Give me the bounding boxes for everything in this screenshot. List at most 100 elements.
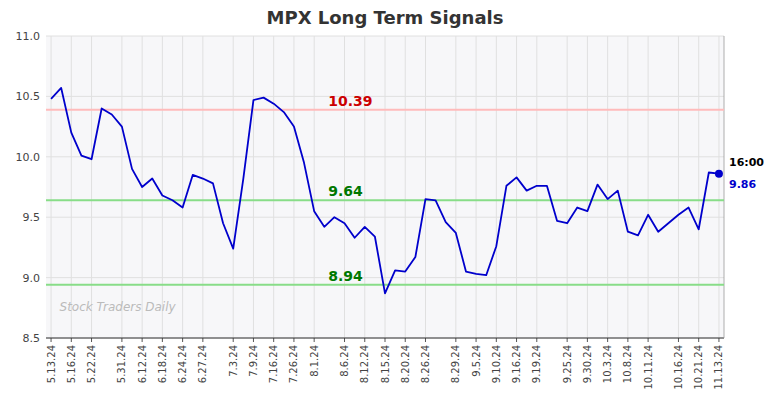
x-tick-label: 7.9.24 (248, 345, 259, 377)
x-grid-line (648, 36, 649, 338)
x-tick-label: 10.21.24 (693, 345, 704, 390)
x-tick-label: 9.30.24 (582, 345, 593, 383)
x-tick-label: 6.12.24 (137, 345, 148, 383)
price-line (51, 88, 719, 293)
x-tick (405, 338, 406, 342)
x-tick-label: 11.13.24 (713, 345, 724, 390)
y-tick-label: 9.0 (23, 272, 41, 285)
x-tick (233, 338, 234, 342)
x-grid-line (476, 36, 477, 338)
x-grid-line (405, 36, 406, 338)
x-grid-line (455, 36, 456, 338)
x-tick (678, 338, 679, 342)
x-grid-line (536, 36, 537, 338)
x-tick (162, 338, 163, 342)
x-grid-line (364, 36, 365, 338)
level-label: 8.94 (328, 268, 363, 284)
x-tick (364, 338, 365, 342)
x-axis-line (46, 338, 724, 339)
y-tick-label: 10.0 (16, 151, 41, 164)
x-tick (476, 338, 477, 342)
x-tick (344, 338, 345, 342)
x-tick (718, 338, 719, 342)
x-tick-label: 8.12.24 (359, 345, 370, 383)
x-grid-line (293, 36, 294, 338)
x-tick (314, 338, 315, 342)
level-line (46, 109, 724, 111)
y-grid-line (46, 338, 724, 339)
title: MPX Long Term Signals (267, 7, 504, 28)
x-grid-line (71, 36, 72, 338)
x-tick (71, 338, 72, 342)
x-tick-label: 6.18.24 (157, 345, 168, 383)
y-tick-label: 9.5 (23, 211, 41, 224)
x-tick-label: 9.19.24 (531, 345, 542, 383)
x-tick-label: 8.29.24 (450, 345, 461, 383)
x-tick-label: 9.25.24 (562, 345, 573, 383)
x-grid-line (567, 36, 568, 338)
x-tick-label: 10.11.24 (643, 345, 654, 390)
chart: 8.59.09.510.010.511.05.13.245.16.245.22.… (0, 0, 784, 398)
x-tick-label: 10.8.24 (622, 345, 633, 383)
x-grid-line (233, 36, 234, 338)
x-grid-line (698, 36, 699, 338)
x-grid-line (273, 36, 274, 338)
watermark: Stock Traders Daily (60, 300, 177, 314)
x-tick-label: 5.16.24 (66, 345, 77, 383)
x-tick-label: 8.26.24 (420, 345, 431, 383)
x-grid-line (51, 36, 52, 338)
level-label: 9.64 (328, 183, 363, 199)
x-tick-label: 6.24.24 (177, 345, 188, 383)
x-tick (273, 338, 274, 342)
level-line (46, 199, 724, 201)
x-tick-label: 8.20.24 (400, 345, 411, 383)
x-grid-line (516, 36, 517, 338)
x-tick-label: 5.22.24 (86, 345, 97, 383)
plot-area (46, 36, 724, 338)
plot-marks (46, 88, 724, 293)
last-price-label: 9.86 (729, 178, 756, 191)
x-grid-line (121, 36, 122, 338)
x-grid-line (314, 36, 315, 338)
y-tick-label: 10.5 (16, 90, 41, 103)
last-price-dot (715, 170, 723, 178)
x-tick-label: 9.5.24 (471, 345, 482, 377)
x-tick-label: 7.16.24 (268, 345, 279, 383)
x-tick-label: 7.3.24 (228, 345, 239, 377)
x-tick-label: 7.26.24 (288, 345, 299, 383)
x-tick-label: 9.10.24 (491, 345, 502, 383)
x-grid-line (91, 36, 92, 338)
x-tick (536, 338, 537, 342)
x-tick (121, 338, 122, 342)
x-grid-line (182, 36, 183, 338)
x-grid-line (627, 36, 628, 338)
x-tick (293, 338, 294, 342)
level-line (46, 284, 724, 286)
x-tick (182, 338, 183, 342)
x-grid-line (718, 36, 719, 338)
x-tick-label: 5.13.24 (46, 345, 57, 383)
x-tick (142, 338, 143, 342)
x-tick (627, 338, 628, 342)
x-tick-label: 8.6.24 (339, 345, 350, 377)
x-tick (385, 338, 386, 342)
x-tick-label: 8.15.24 (380, 345, 391, 383)
x-tick (516, 338, 517, 342)
x-tick (496, 338, 497, 342)
x-grid-line (253, 36, 254, 338)
right-axis-line (724, 36, 725, 338)
x-tick-label: 8.1.24 (309, 345, 320, 377)
x-tick (587, 338, 588, 342)
x-tick (567, 338, 568, 342)
x-tick (607, 338, 608, 342)
x-tick (253, 338, 254, 342)
x-tick-label: 10.16.24 (673, 345, 684, 390)
x-grid-line (678, 36, 679, 338)
x-grid-line (587, 36, 588, 338)
x-grid-line (496, 36, 497, 338)
x-tick (425, 338, 426, 342)
x-tick (202, 338, 203, 342)
x-tick (51, 338, 52, 342)
x-tick-label: 6.27.24 (197, 345, 208, 383)
x-tick (91, 338, 92, 342)
